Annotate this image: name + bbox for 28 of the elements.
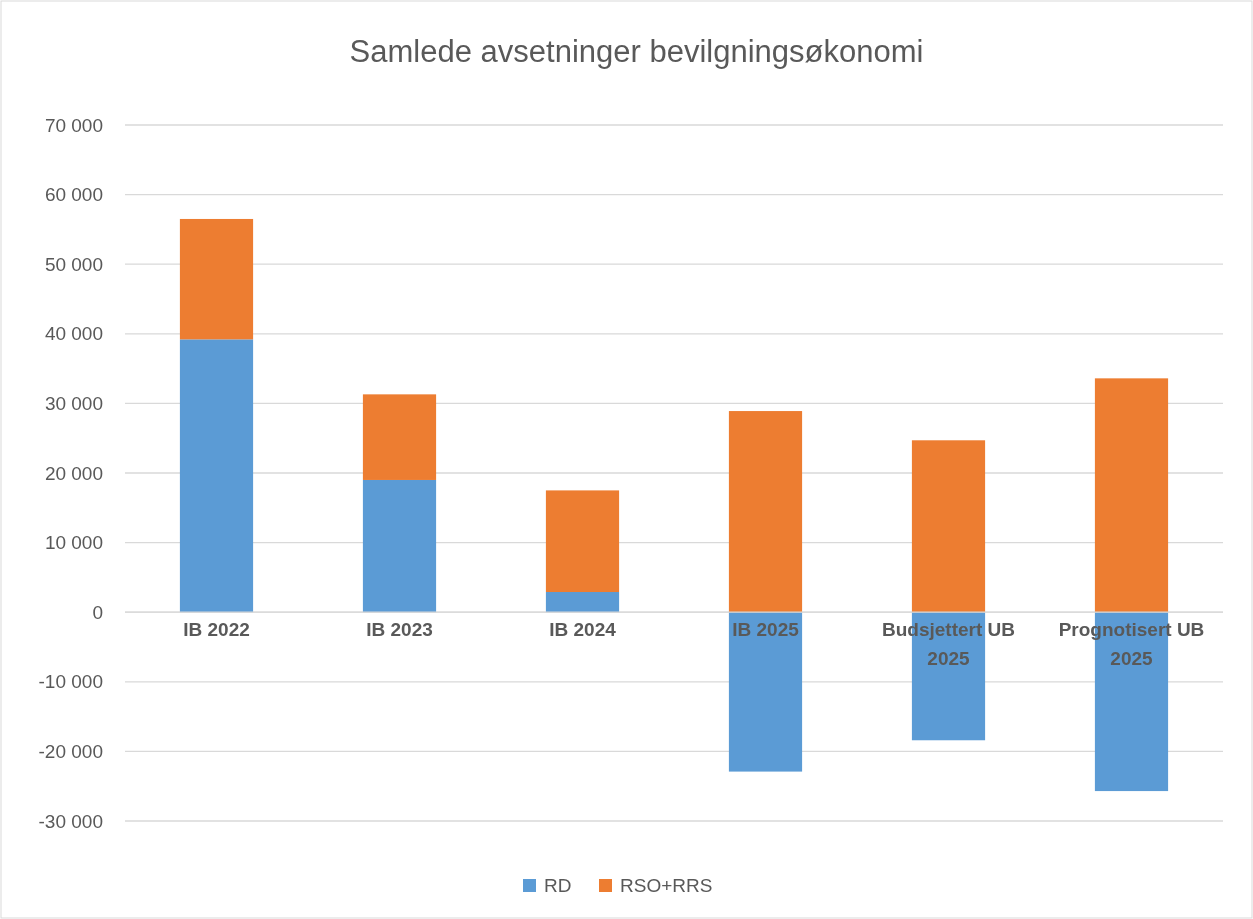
bar xyxy=(1094,378,1169,613)
x-tick-label: IB 2022 xyxy=(183,618,250,640)
y-tick-label: 10 000 xyxy=(44,532,103,554)
bar xyxy=(728,612,803,772)
x-tick-label: IB 2024 xyxy=(549,618,617,640)
legend-label: RD xyxy=(544,875,572,896)
bar xyxy=(179,339,254,613)
y-tick-label: 70 000 xyxy=(44,114,103,136)
y-tick-label: 60 000 xyxy=(44,184,103,206)
bar xyxy=(911,440,986,613)
y-tick-label: -20 000 xyxy=(38,740,103,762)
y-tick-label: 50 000 xyxy=(44,253,103,275)
y-tick-label: 20 000 xyxy=(44,462,103,484)
y-tick-label: 30 000 xyxy=(44,392,103,414)
y-tick-label: 0 xyxy=(92,601,103,623)
legend-label: RSO+RRS xyxy=(620,875,713,896)
y-tick-label: -30 000 xyxy=(38,810,103,832)
bar xyxy=(545,592,620,613)
bar xyxy=(362,479,437,613)
y-tick-label: 40 000 xyxy=(44,323,103,345)
chart-title: Samlede avsetninger bevilgningsøkonomi xyxy=(349,34,924,69)
y-tick-label: -10 000 xyxy=(38,671,103,693)
bar xyxy=(362,394,437,480)
bar xyxy=(545,490,620,593)
bar xyxy=(728,411,803,613)
x-tick-label: IB 2025 xyxy=(732,618,800,640)
bar xyxy=(179,218,254,340)
x-tick-label: IB 2023 xyxy=(366,618,433,640)
